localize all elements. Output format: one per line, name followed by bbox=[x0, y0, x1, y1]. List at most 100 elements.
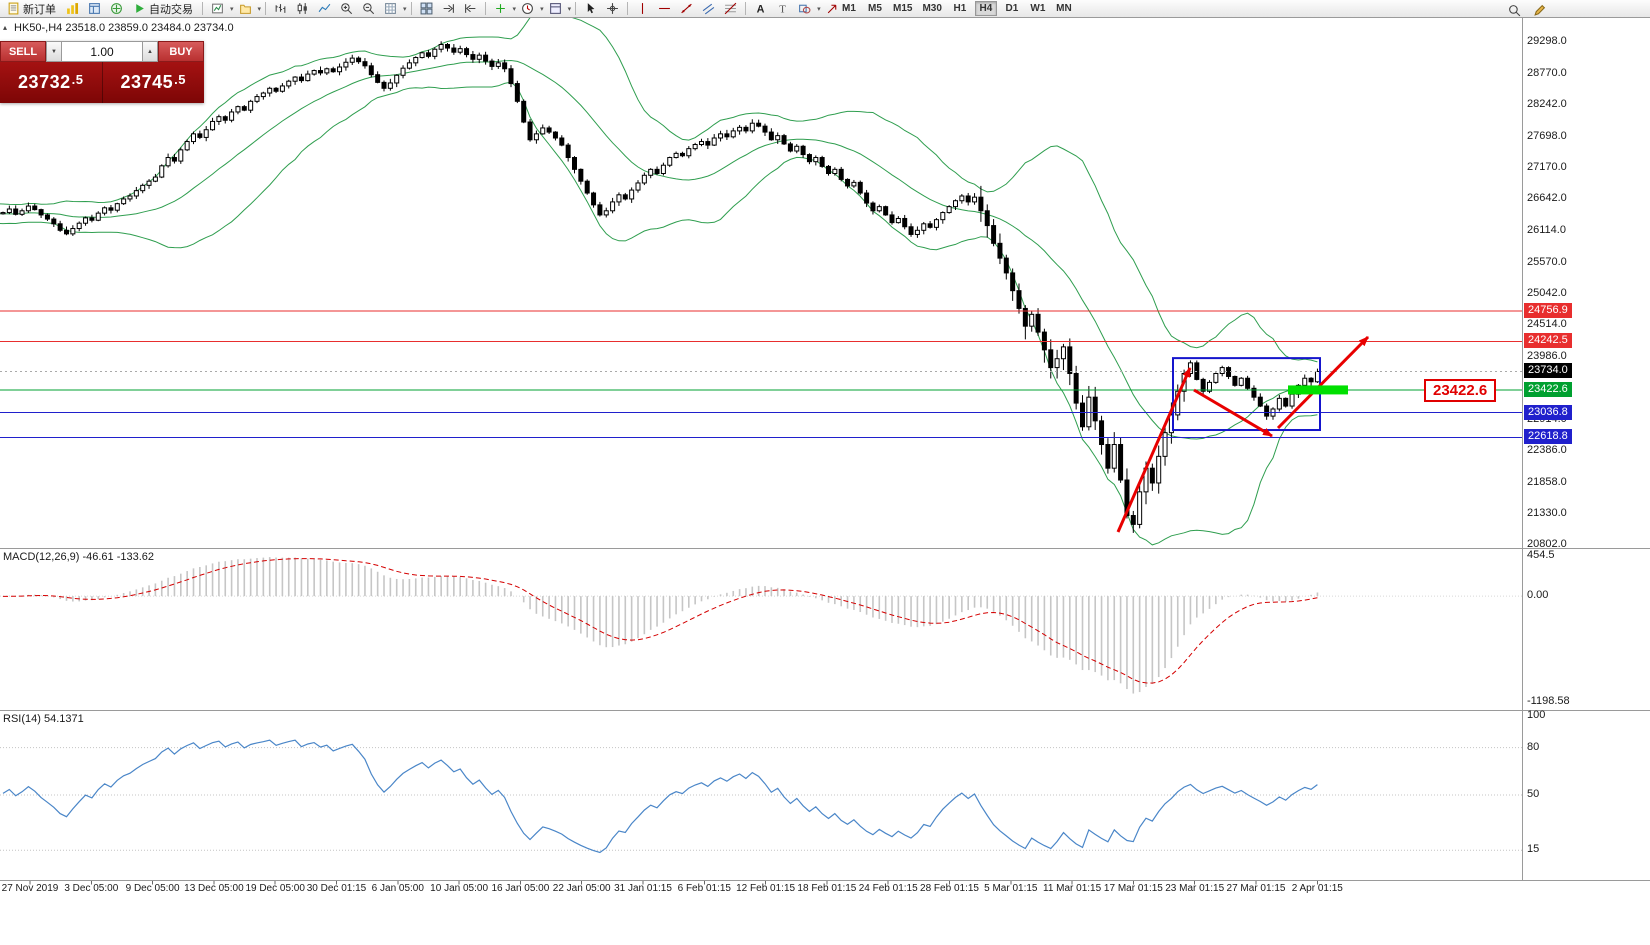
edit-icon[interactable] bbox=[1529, 1, 1550, 19]
price-tag-23036.8[interactable]: 23036.8 bbox=[1524, 404, 1572, 420]
volume-increase-button[interactable]: ▲ bbox=[142, 41, 158, 62]
volume-decrease-button[interactable]: ▼ bbox=[46, 41, 62, 62]
separator bbox=[202, 2, 203, 15]
zoom-out-icon[interactable] bbox=[358, 0, 379, 18]
add-indicator-caret-icon[interactable]: ▾ bbox=[512, 5, 517, 13]
timeframe-W1[interactable]: W1 bbox=[1027, 1, 1049, 16]
arrows-caret-icon[interactable]: ▾ bbox=[844, 5, 849, 13]
grid-caret-icon[interactable]: ▾ bbox=[403, 5, 407, 13]
cursor-icon[interactable] bbox=[580, 0, 601, 18]
profiles-icon[interactable] bbox=[235, 0, 256, 18]
arrows-tool-icon[interactable] bbox=[822, 0, 843, 18]
new-chart-icon[interactable] bbox=[207, 0, 228, 18]
search-icon[interactable] bbox=[1504, 1, 1525, 19]
profiles-caret-icon[interactable]: ▾ bbox=[257, 5, 262, 13]
text-label-tool-icon[interactable]: T bbox=[772, 0, 793, 18]
candlestick-chart-icon[interactable] bbox=[292, 0, 313, 18]
tile-windows-icon[interactable] bbox=[416, 0, 437, 18]
candle-body bbox=[25, 205, 31, 212]
new-chart-caret-icon[interactable]: ▾ bbox=[230, 5, 234, 13]
timeframe-D1[interactable]: D1 bbox=[1001, 1, 1023, 16]
candle-body bbox=[857, 181, 863, 194]
candle-body bbox=[978, 196, 984, 212]
candle-body bbox=[394, 74, 400, 84]
candle-body bbox=[222, 116, 228, 121]
periods-caret-icon[interactable]: ▾ bbox=[540, 5, 544, 13]
timeframe-M15[interactable]: M15 bbox=[890, 1, 915, 16]
candle-body bbox=[775, 135, 781, 141]
level-highlight-segment[interactable] bbox=[1288, 385, 1348, 395]
candle-body bbox=[1029, 313, 1035, 327]
candle-body bbox=[83, 217, 89, 224]
crosshair-icon[interactable] bbox=[602, 0, 623, 18]
trendline-tool-icon[interactable] bbox=[676, 0, 697, 18]
autotrading-button[interactable]: 自动交易 bbox=[128, 1, 198, 17]
candle-body bbox=[324, 68, 330, 74]
time-axis-label: 31 Jan 01:15 bbox=[614, 883, 672, 894]
autoscroll-icon[interactable] bbox=[438, 0, 459, 18]
sell-button[interactable]: SELL bbox=[0, 41, 46, 62]
price-scale-label: 24514.0 bbox=[1527, 318, 1567, 331]
candle-body bbox=[210, 120, 216, 131]
time-axis-label: 23 Mar 01:15 bbox=[1165, 883, 1225, 894]
shapes-tool-icon[interactable] bbox=[794, 0, 815, 18]
candle-body bbox=[1283, 397, 1289, 407]
candle-body bbox=[184, 141, 190, 151]
shapes-caret-icon[interactable]: ▾ bbox=[817, 5, 821, 13]
zoom-in-icon[interactable] bbox=[336, 0, 357, 18]
buy-button[interactable]: BUY bbox=[158, 41, 204, 62]
candle-body bbox=[806, 154, 812, 163]
navigator-icon[interactable] bbox=[106, 0, 127, 18]
bollinger-middle-band[interactable] bbox=[0, 59, 1318, 440]
new-order-button[interactable]: 新订单 bbox=[2, 1, 61, 17]
channel-tool-icon[interactable] bbox=[698, 0, 719, 18]
templates-icon[interactable] bbox=[545, 0, 566, 18]
collapse-panel-icon[interactable]: ▴ bbox=[3, 23, 8, 32]
separator bbox=[575, 2, 577, 15]
candle-body bbox=[819, 157, 825, 167]
timeframe-H1[interactable]: H1 bbox=[949, 1, 971, 16]
price-tag-23734.0[interactable]: 23734.0 bbox=[1524, 363, 1572, 379]
price-tag-24242.5[interactable]: 24242.5 bbox=[1524, 333, 1572, 349]
levels-layer bbox=[0, 310, 1523, 438]
vertical-line-tool-icon[interactable] bbox=[632, 0, 653, 18]
candle-body bbox=[13, 208, 19, 215]
price-tag-22618.8[interactable]: 22618.8 bbox=[1524, 429, 1572, 445]
horizontal-line-tool-icon[interactable] bbox=[654, 0, 675, 18]
trend-arrow-2[interactable] bbox=[1193, 388, 1273, 438]
chart-shift-icon[interactable] bbox=[460, 0, 481, 18]
text-tool-icon[interactable]: A bbox=[750, 0, 771, 18]
candle-body bbox=[1073, 373, 1079, 404]
candle-body bbox=[146, 180, 152, 186]
timeframe-M30[interactable]: M30 bbox=[919, 1, 944, 16]
timeframe-M1[interactable]: M1 bbox=[838, 1, 860, 16]
macd-layer bbox=[0, 557, 1523, 694]
candle-body bbox=[102, 207, 108, 214]
bollinger-lower-band[interactable] bbox=[0, 81, 1318, 546]
trend-arrow-1[interactable] bbox=[1116, 367, 1192, 533]
timeframe-H4[interactable]: H4 bbox=[974, 1, 997, 16]
price-alert-label[interactable]: 23422.6 bbox=[1424, 379, 1497, 402]
add-indicator-icon[interactable] bbox=[490, 0, 511, 18]
candle-body bbox=[1238, 377, 1244, 386]
market-watch-icon[interactable] bbox=[62, 0, 83, 18]
line-chart-icon[interactable] bbox=[314, 0, 335, 18]
fibonacci-tool-icon[interactable] bbox=[720, 0, 741, 18]
periods-clock-icon[interactable] bbox=[517, 0, 538, 18]
buy-price-frac: .5 bbox=[174, 71, 186, 87]
bar-chart-icon[interactable] bbox=[270, 0, 291, 18]
timeframe-MN[interactable]: MN bbox=[1053, 1, 1075, 16]
price-tag-24756.9[interactable]: 24756.9 bbox=[1524, 302, 1572, 318]
grid-icon[interactable] bbox=[380, 0, 401, 18]
price-tag-23422.6[interactable]: 23422.6 bbox=[1524, 381, 1572, 397]
candle-body bbox=[679, 152, 685, 157]
buy-price[interactable]: 23745.5 bbox=[103, 62, 205, 103]
data-window-icon[interactable] bbox=[84, 0, 105, 18]
timeframe-M5[interactable]: M5 bbox=[864, 1, 886, 16]
sell-price[interactable]: 23732.5 bbox=[0, 62, 102, 103]
trend-arrow-3[interactable] bbox=[1276, 335, 1370, 430]
macd-scale-label: 454.5 bbox=[1527, 549, 1555, 561]
templates-caret-icon[interactable]: ▾ bbox=[567, 5, 572, 13]
volume-input[interactable] bbox=[62, 41, 142, 62]
candle-body bbox=[1105, 444, 1111, 469]
